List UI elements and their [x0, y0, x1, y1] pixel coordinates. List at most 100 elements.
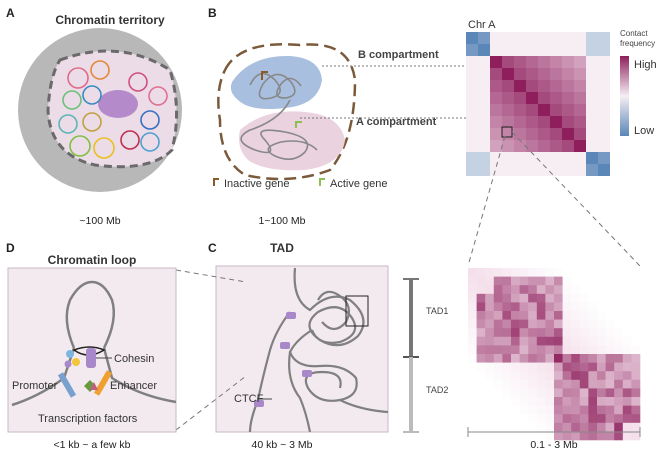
heatmap-title: Chr A: [468, 19, 496, 31]
heatmap-cell: [490, 80, 502, 92]
tad-heatmap-cell: [588, 422, 598, 432]
tad-heatmap-cell: [511, 328, 520, 338]
tad-heatmap-cell: [614, 379, 624, 389]
tad-heatmap-cell: [519, 422, 529, 432]
tad-heatmap-cell: [511, 379, 520, 389]
heatmap-cell: [478, 128, 490, 140]
tad-heatmap-cell: [536, 379, 546, 389]
tad-heatmap-cell: [571, 285, 581, 295]
heatmap-cell: [502, 92, 514, 104]
tad-heatmap-cell: [597, 311, 606, 320]
tad-heatmap-cell: [562, 422, 572, 432]
heatmap-cell: [490, 92, 502, 104]
tad-heatmap-cell: [605, 362, 615, 372]
panel-a-scale: ~100 Mb: [79, 215, 120, 227]
tad-heatmap-cell: [562, 371, 572, 381]
tad-heatmap-cell: [493, 319, 503, 329]
tad-heatmap-cell: [493, 336, 503, 346]
heatmap-cell: [538, 128, 550, 140]
tad-heatmap-cell: [528, 414, 538, 424]
tad-heatmap-cell: [468, 276, 477, 286]
tad-heatmap-cell: [562, 336, 572, 346]
tad-heatmap-cell: [545, 328, 555, 338]
tad-heatmap-cell: [579, 345, 589, 355]
tad-heatmap-cell: [511, 293, 520, 303]
heatmap-cell: [526, 128, 538, 140]
tad-heatmap-cell: [562, 319, 572, 329]
heatmap-cell: [478, 68, 490, 80]
tad-heatmap-cell: [571, 362, 581, 372]
inactive-gene-label: Inactive gene: [224, 178, 289, 190]
nucleolus: [98, 90, 138, 118]
tad-heatmap-cell: [597, 285, 606, 295]
tad-heatmap-cell: [493, 268, 503, 277]
tad-heatmap-cell: [476, 293, 486, 303]
tad-heatmap-cell: [554, 345, 563, 355]
tad-heatmap-cell: [476, 397, 486, 406]
tad-heatmap-cell: [468, 345, 477, 355]
tad-heatmap-cell: [554, 397, 563, 406]
tad-heatmap-cell: [545, 414, 555, 424]
tad-heatmap-cell: [493, 414, 503, 424]
tad-heatmap-cell: [562, 388, 572, 398]
tad-heatmap-cell: [605, 354, 615, 363]
tad-heatmap-cell: [545, 345, 555, 355]
heatmap-cell: [586, 152, 598, 164]
heatmap-cell: [502, 32, 514, 44]
tad-heatmap-cell: [605, 285, 615, 295]
tad-heatmap-cell: [622, 354, 632, 363]
tad-heatmap-cell: [631, 285, 641, 295]
tad-heatmap-cell: [511, 397, 520, 406]
tad-heatmap-cell: [536, 371, 546, 381]
tad-heatmap-cell: [571, 354, 581, 363]
tad-heatmap-cell: [502, 328, 512, 338]
tad-heatmap-cell: [536, 319, 546, 329]
heatmap-cell: [562, 104, 574, 116]
tad-heatmap-cell: [614, 311, 624, 320]
tad-heatmap-cell: [468, 414, 477, 424]
tad-heatmap-cell: [493, 293, 503, 303]
tad-heatmap-cell: [485, 354, 495, 363]
tad-heatmap-cell: [588, 302, 598, 312]
tad-heatmap-cell: [528, 354, 538, 363]
heatmap-cell: [466, 92, 478, 104]
tad-heatmap-cell: [631, 319, 641, 329]
heatmap-cell: [466, 164, 478, 176]
panel-c-scale: 40 kb ~ 3 Mb: [252, 439, 313, 451]
tad-heatmap-cell: [536, 276, 546, 286]
heatmap-cell: [490, 116, 502, 128]
tad-heatmap-cell: [493, 354, 503, 363]
heatmap-cell: [466, 44, 478, 56]
heatmap-cell: [466, 128, 478, 140]
heatmap-cell: [586, 116, 598, 128]
tad-heatmap-cell: [528, 371, 538, 381]
heatmap-cell: [538, 152, 550, 164]
heatmap-cell: [466, 104, 478, 116]
tad-heatmap-cell: [502, 397, 512, 406]
colorbar-low: Low: [634, 125, 654, 137]
tad-heatmap-cell: [545, 268, 555, 277]
panel-b-scale: 1~100 Mb: [259, 215, 306, 227]
tad-heatmap-cell: [485, 285, 495, 295]
tad-heatmap-cell: [554, 302, 563, 312]
heatmap-cell: [526, 44, 538, 56]
tad-heatmap-cell: [597, 268, 606, 277]
tad-heatmap-cell: [597, 431, 606, 441]
tad-heatmap-cell: [605, 268, 615, 277]
heatmap-cell: [478, 56, 490, 68]
tad-heatmap-cell: [511, 362, 520, 372]
heatmap-cell: [586, 56, 598, 68]
tad-heatmap-cell: [485, 319, 495, 329]
tad-heatmap-cell: [588, 293, 598, 303]
tad-heatmap-cell: [588, 328, 598, 338]
tad-heatmap-cell: [579, 431, 589, 441]
tad-heatmap-cell: [476, 414, 486, 424]
tad-heatmap-cell: [476, 345, 486, 355]
tad-heatmap-cell: [579, 319, 589, 329]
heatmap-cell: [466, 152, 478, 164]
tad-heatmap-cell: [614, 285, 624, 295]
heatmap-cell: [538, 80, 550, 92]
tad-heatmap-cell: [545, 336, 555, 346]
heatmap-cell: [478, 152, 490, 164]
colorbar: [620, 56, 629, 136]
